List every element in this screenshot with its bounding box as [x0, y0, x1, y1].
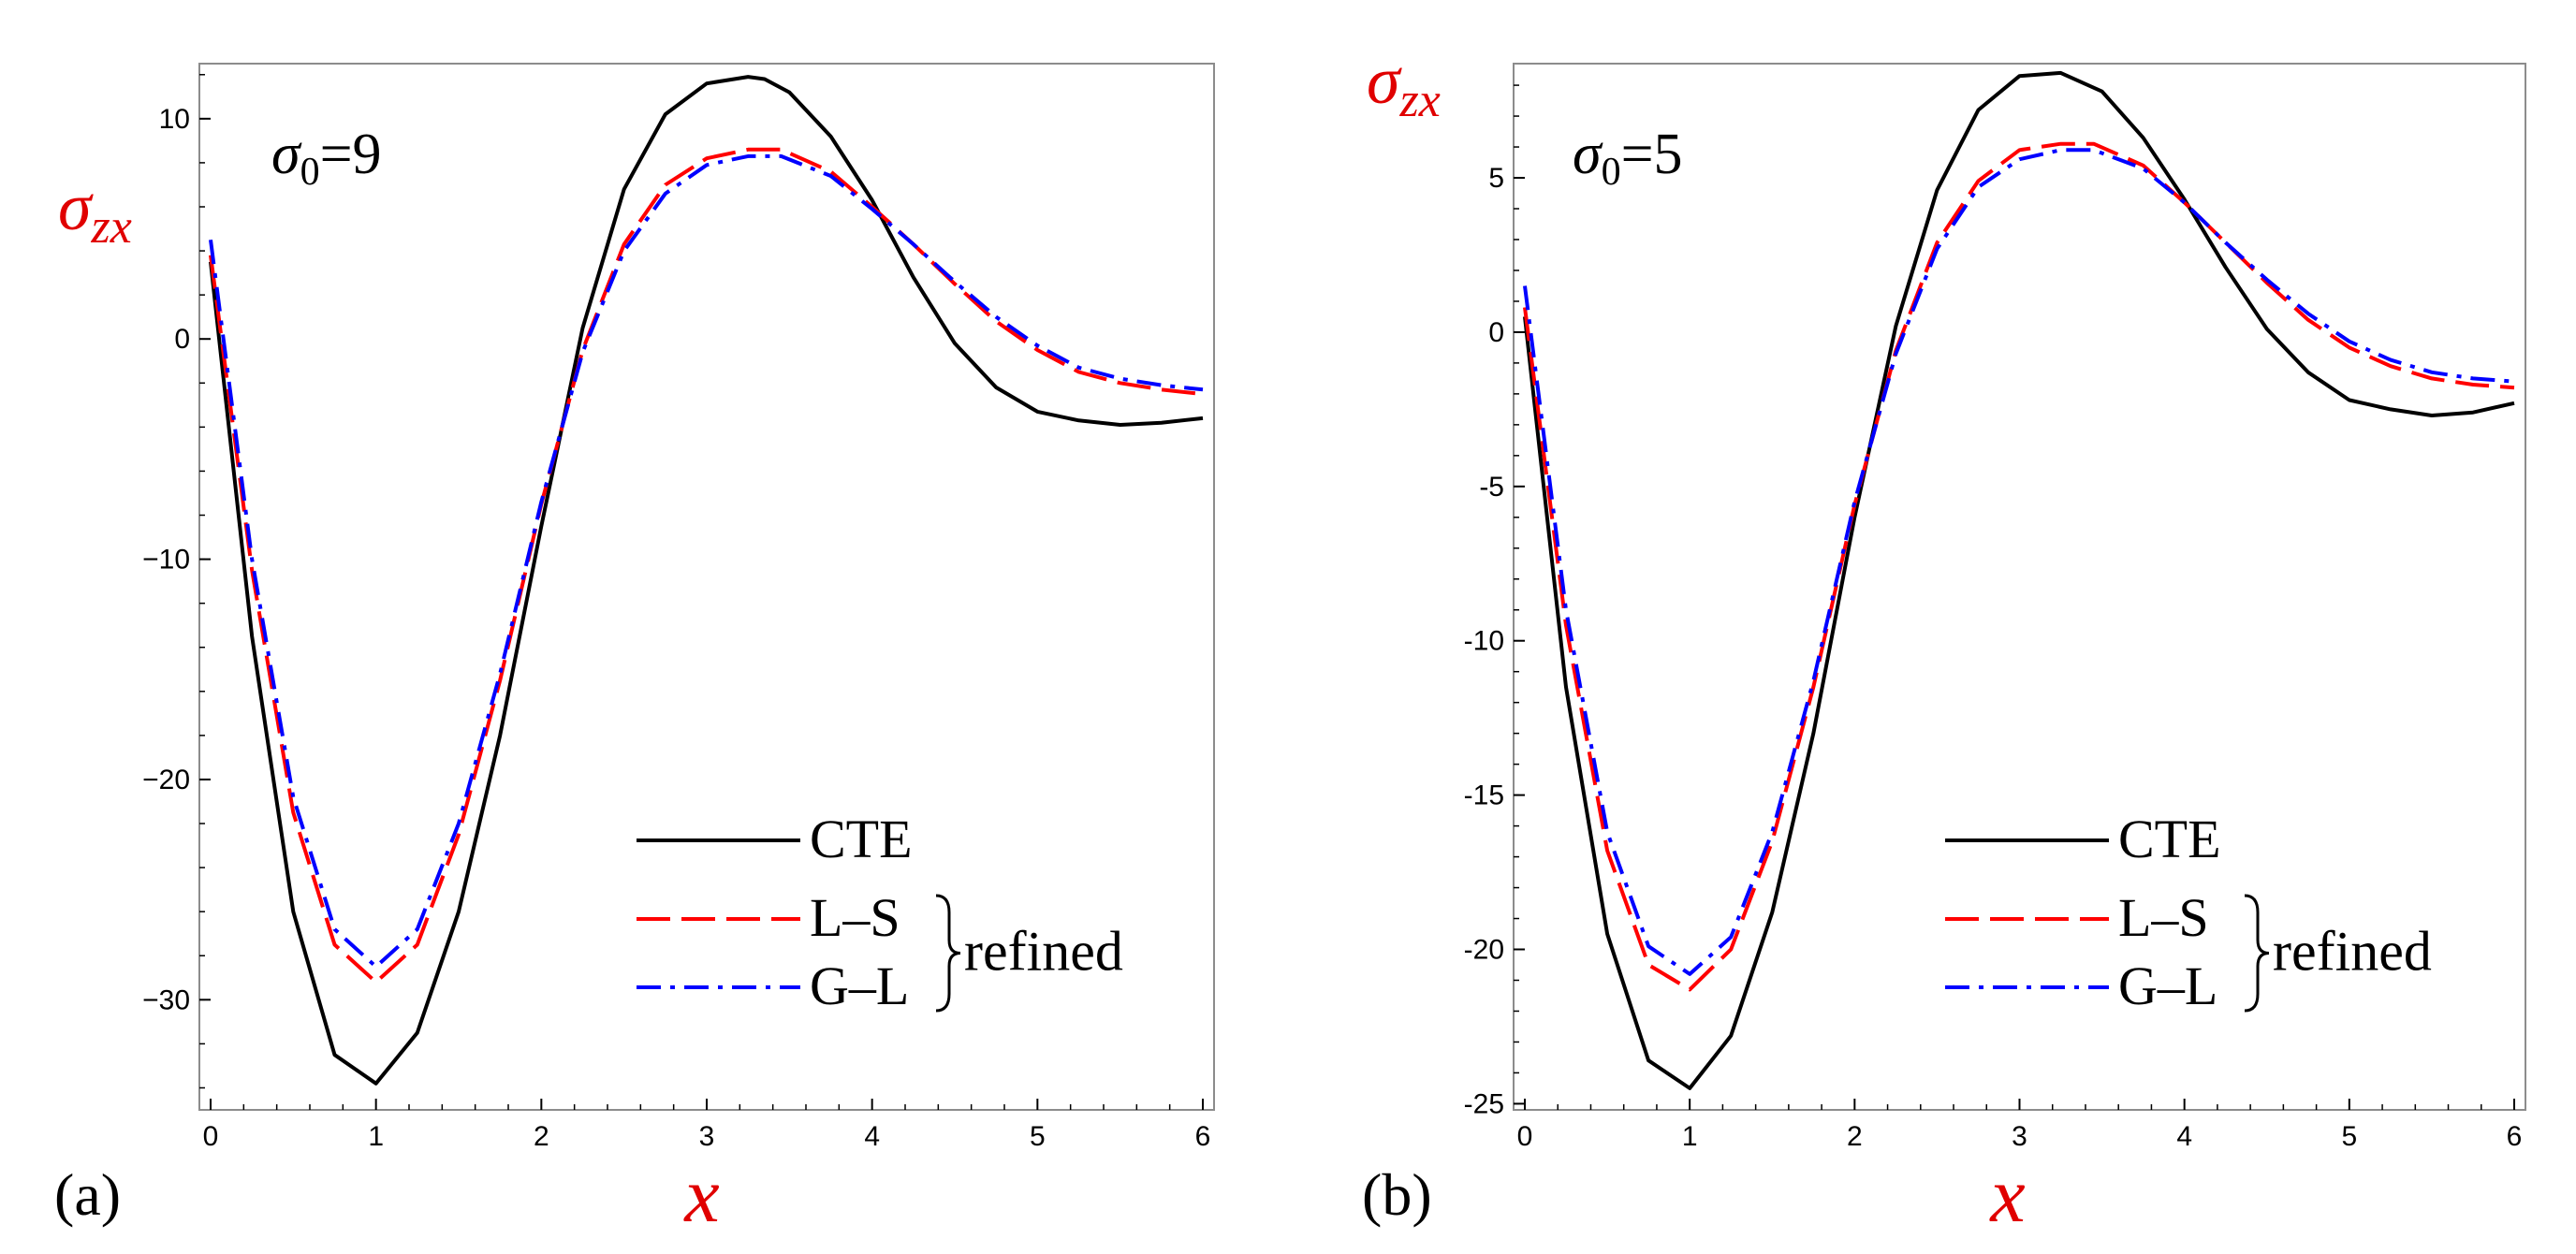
x-tick-label: 0 — [1517, 1121, 1533, 1152]
y-tick-label: 10 — [159, 104, 190, 135]
series-line-gl — [1523, 148, 2515, 976]
y-tick-label: −20 — [142, 765, 190, 795]
x-tick-label: 4 — [2176, 1121, 2192, 1152]
y-tick-label: −10 — [142, 545, 190, 576]
y-axis-label: σzx — [58, 169, 132, 254]
legend-refined-label: refined — [2273, 921, 2432, 983]
x-tick-label: 0 — [203, 1121, 219, 1152]
x-tick-label: 6 — [2507, 1121, 2523, 1152]
legend-label: G–L — [810, 955, 909, 1016]
legend-refined-label: refined — [964, 921, 1123, 983]
series-line-cte — [1523, 70, 2515, 1090]
chart-panel-a: 0 1 2 3 4 5 6 10 0 −10 −20 −30 CTE L–S G–L refined σ0=9 σ… — [54, 63, 1215, 1239]
x-tick-label: 1 — [1682, 1121, 1698, 1152]
chart-panel-b: 0 1 2 3 4 5 6 5 0 -5 -10 -15 -20 -25 CTE L–S G–L refined σ… — [1362, 43, 2526, 1239]
legend-label: L–S — [2118, 887, 2209, 948]
x-axis-label: x — [1988, 1152, 2025, 1239]
x-tick-label: 4 — [864, 1121, 880, 1152]
legend-label: L–S — [810, 887, 900, 948]
y-tick-label: 0 — [1488, 317, 1504, 348]
panel-label: (a) — [54, 1161, 121, 1228]
y-tick-label: 5 — [1488, 163, 1504, 194]
y-tick-label: 0 — [174, 324, 190, 355]
x-tick-label: 2 — [1847, 1121, 1863, 1152]
legend-brace — [935, 894, 961, 1013]
series-line-gl — [209, 153, 1204, 969]
legend-brace — [2244, 894, 2270, 1013]
x-tick-label: 3 — [699, 1121, 715, 1152]
series-line-ls — [1523, 141, 2515, 992]
series-line-cte — [209, 75, 1204, 1086]
panel-label: (b) — [1362, 1161, 1432, 1228]
y-tick-label: -20 — [1464, 935, 1504, 966]
y-tick-label: -10 — [1464, 626, 1504, 657]
legend-label: CTE — [810, 809, 913, 869]
x-axis-label: x — [682, 1152, 719, 1239]
y-tick-label: -25 — [1464, 1088, 1504, 1119]
y-tick-label: -5 — [1479, 472, 1504, 503]
y-axis-label: σzx — [1367, 43, 1441, 127]
x-tick-label: 3 — [2012, 1121, 2027, 1152]
x-tick-label: 1 — [368, 1121, 384, 1152]
y-tick-label: −30 — [142, 984, 190, 1015]
legend-label: G–L — [2118, 955, 2217, 1016]
x-tick-label: 5 — [1030, 1121, 1046, 1152]
sigma0-annotation: σ0=5 — [1573, 123, 1683, 194]
x-tick-label: 5 — [2341, 1121, 2357, 1152]
x-tick-label: 2 — [534, 1121, 549, 1152]
series-line-ls — [209, 147, 1204, 984]
x-tick-label: 6 — [1195, 1121, 1211, 1152]
y-tick-label: -15 — [1464, 780, 1504, 811]
legend-label: CTE — [2118, 809, 2221, 869]
sigma0-annotation: σ0=9 — [271, 123, 382, 194]
